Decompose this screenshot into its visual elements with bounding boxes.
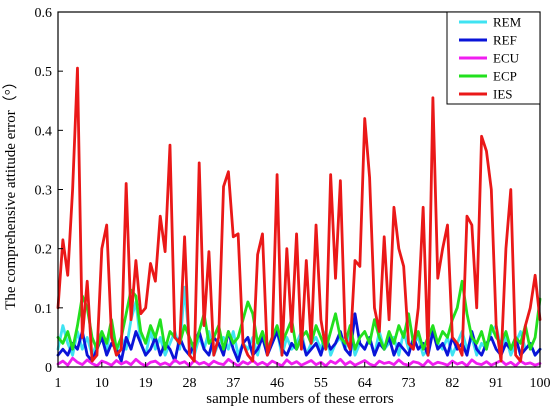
y-tick-label: 0.6 [35, 6, 53, 21]
legend-label-ies: IES [493, 87, 513, 102]
x-tick-label: 28 [182, 376, 196, 391]
legend-label-ecp: ECP [493, 69, 517, 84]
x-tick-label: 37 [226, 376, 240, 391]
x-tick-label: 64 [358, 376, 372, 391]
legend: REM REF ECU ECP IES [446, 11, 541, 105]
y-tick-label: 0.4 [35, 124, 53, 139]
series-line-ies [56, 66, 542, 363]
y-axis: 0 0.1 0.2 0.3 0.4 0.5 0.6 [35, 6, 63, 376]
y-tick-label: 0 [45, 361, 52, 376]
y-tick-label: 0.2 [35, 243, 53, 258]
x-tick-label: 100 [530, 376, 550, 391]
x-tick-label: 46 [270, 376, 284, 391]
x-tick-label: 10 [95, 376, 109, 391]
series-line-ecu [56, 356, 542, 368]
x-tick-label: 55 [314, 376, 328, 391]
legend-label-ecu: ECU [493, 51, 520, 66]
legend-label-rem: REM [493, 15, 522, 30]
y-tick-label: 0.1 [35, 302, 53, 317]
y-tick-label: 0.5 [35, 65, 53, 80]
series-layer [56, 66, 542, 368]
x-axis: 1 10 19 28 37 46 55 64 73 82 91 100 [55, 362, 550, 391]
x-tick-label: 1 [55, 376, 62, 391]
y-axis-title: The comprehensive attitude error（°） [2, 74, 19, 310]
series-line-ecp [56, 279, 542, 351]
y-tick-label: 0.3 [35, 184, 53, 199]
x-tick-label: 91 [489, 376, 503, 391]
legend-label-ref: REF [493, 33, 517, 48]
x-tick-label: 82 [445, 376, 459, 391]
x-tick-label: 19 [139, 376, 153, 391]
x-tick-label: 73 [402, 376, 416, 391]
x-axis-title: sample numbers of these errors [206, 391, 394, 407]
